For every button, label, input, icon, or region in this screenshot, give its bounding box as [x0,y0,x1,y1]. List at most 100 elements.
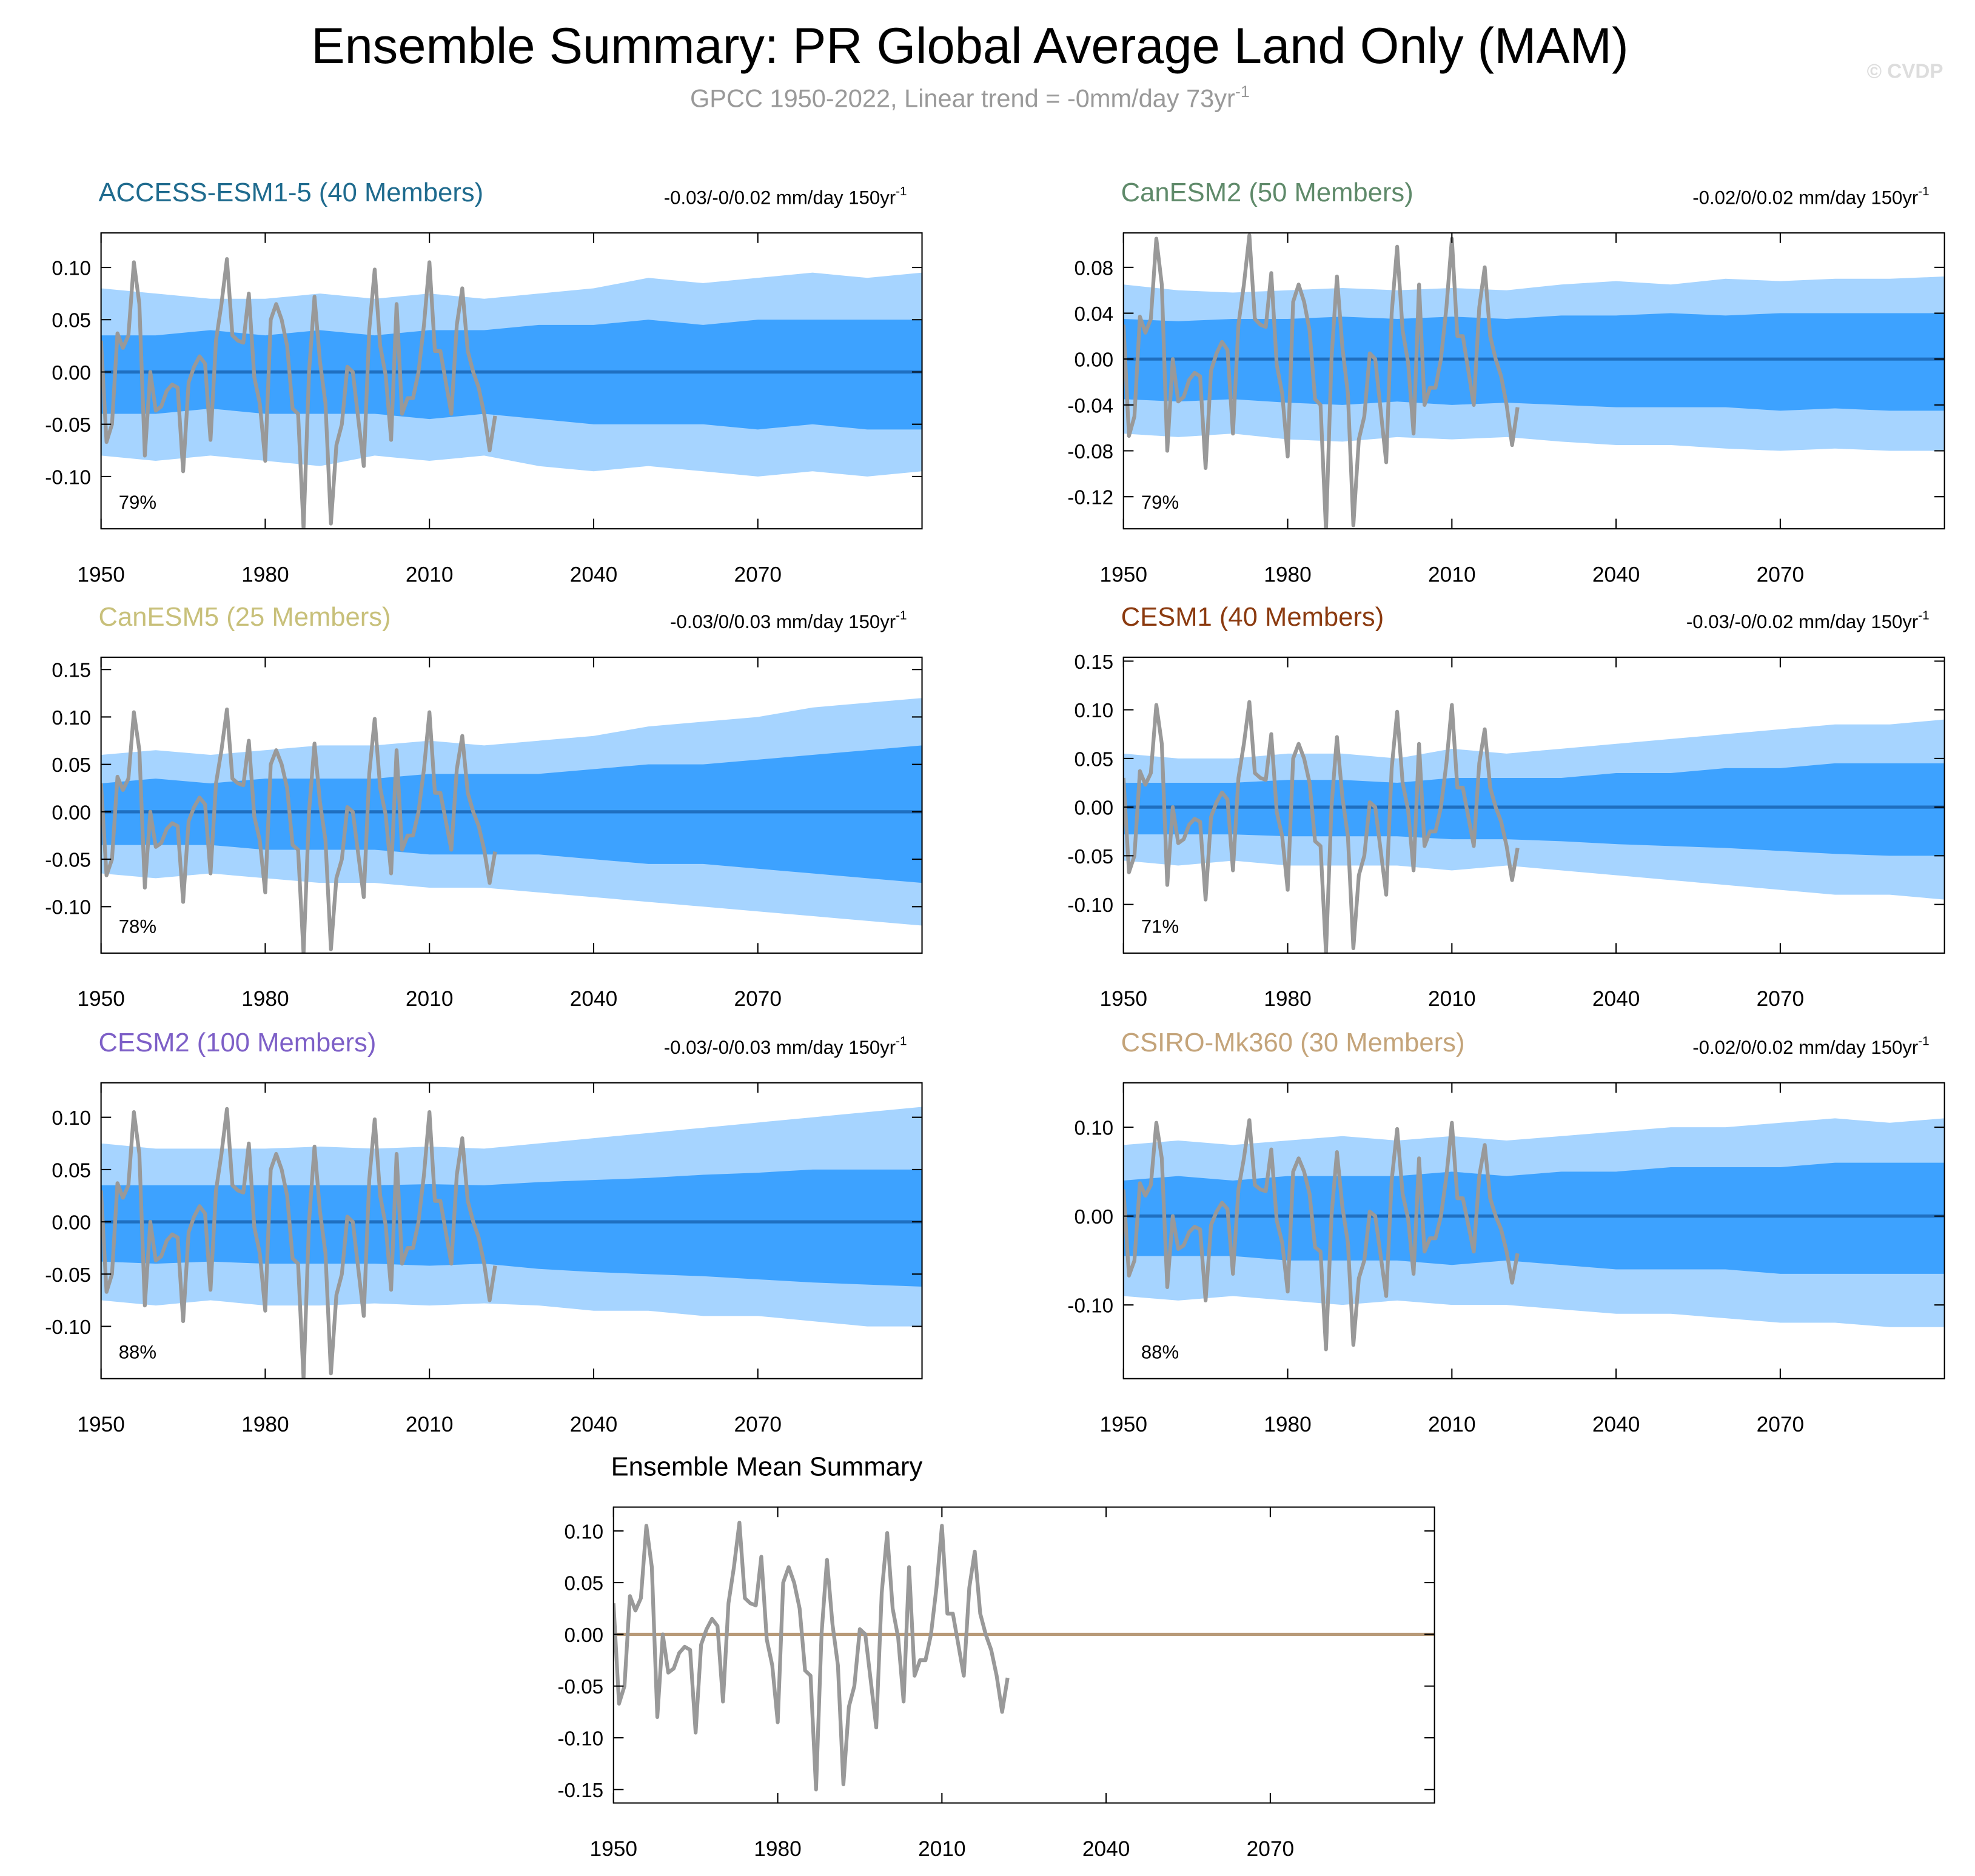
x-tick-label: 1980 [241,1413,289,1436]
x-tick-label: 2040 [570,1413,618,1436]
y-tick-label: 0.05 [52,1159,91,1182]
panel-title: Ensemble Mean Summary [611,1453,923,1482]
y-tick-label: 0.00 [1074,349,1113,372]
y-tick-label: 0.05 [1074,748,1113,771]
x-tick-label: 1980 [754,1837,802,1861]
panel-title: CanESM2 (50 Members) [1121,178,1413,207]
y-tick-label: 0.00 [52,362,91,384]
y-tick-label: -0.10 [1067,1295,1113,1318]
plot-frame [100,1082,923,1379]
x-tick-label: 1950 [77,563,125,586]
observed-line [1123,1118,1520,1352]
plot-frame [100,232,923,530]
x-tick-label: 2040 [570,563,618,586]
panel-trend: -0.02/0/0.02 mm/day 150yr-1 [1692,184,1929,209]
y-tick-label: 0.15 [1074,651,1113,674]
x-tick-label: 2010 [918,1837,966,1861]
x-tick-label: 1950 [77,1413,125,1436]
trend-superscript: -1 [1918,1034,1929,1048]
x-tick-label: 2010 [406,1413,454,1436]
y-tick-label: -0.08 [1067,441,1113,463]
y-tick-label: 0.00 [1074,797,1113,820]
panel-title: CSIRO-Mk360 (30 Members) [1121,1028,1465,1057]
trend-superscript: -1 [896,184,907,198]
y-tick-label: -0.10 [45,897,91,919]
observed-line [1123,700,1520,953]
y-tick-label: 0.15 [52,660,91,682]
y-tick-label: 0.10 [565,1521,604,1543]
y-tick-label: -0.10 [1067,894,1113,917]
y-tick-label: 0.00 [52,802,91,824]
panel-trend: -0.03/0/0.03 mm/day 150yr-1 [670,609,907,633]
observed-line [101,257,497,529]
y-tick-label: 0.10 [52,258,91,280]
y-tick-label: 0.10 [52,1107,91,1130]
y-tick-label: 0.08 [1074,257,1113,280]
panel: 0.15 0.10 0.05 0.00 -0.05 -0.10 1950 1980 2010 20… [1067,603,1945,1011]
panel: 0.15 0.10 0.05 0.00 -0.05 -0.10 1950 1980 2010 20… [45,603,923,1011]
trend-text: -0.03/0/0.03 mm/day 150yr [670,611,896,632]
y-tick-label: 0.00 [1074,1206,1113,1228]
trend-text: -0.03/-0/0.02 mm/day 150yr [1686,611,1918,632]
x-tick-label: 1950 [77,987,125,1011]
panel-trend: -0.03/-0/0.02 mm/day 150yr-1 [1686,609,1930,633]
trend-superscript: -1 [896,609,907,623]
subtitle-text: GPCC 1950-2022, Linear trend = -0mm/day … [690,84,1235,113]
subtitle-superscript: -1 [1235,82,1250,101]
y-tick-label: -0.10 [557,1728,603,1750]
trend-superscript: -1 [1918,184,1929,198]
plot-frame [100,656,923,954]
x-tick-label: 2040 [1592,1413,1640,1436]
trend-text: -0.03/-0/0.02 mm/day 150yr [664,187,896,208]
x-tick-label: 2040 [1592,563,1640,586]
x-tick-label: 2040 [1592,987,1640,1011]
watermark: © CVDP [1867,61,1943,83]
panel-percent: 88% [119,1342,156,1363]
x-tick-label: 1950 [1099,563,1147,586]
panel-percent: 71% [1141,916,1179,937]
plot-frame [1122,232,1945,530]
panel: 0.10 0.05 0.00 -0.05 -0.10 1950 1980 2010 2040 20… [45,1028,923,1436]
panel-title: CESM1 (40 Members) [1121,603,1384,632]
plot-frame [1122,656,1945,954]
panel: 0.10 0.05 0.00 -0.05 -0.10 1950 1980 2010 2040 20… [45,178,923,586]
y-tick-label: 0.04 [1074,303,1113,326]
panel: 0.10 0.00 -0.10 1950 1980 2010 2040 2070 CSIRO-M… [1067,1028,1945,1436]
panel: 0.10 0.05 0.00 -0.05 -0.10 -0.15 1950 1980 2010 2… [557,1453,1435,1861]
x-tick-label: 1950 [590,1837,638,1861]
x-tick-label: 2010 [406,563,454,586]
panel: 0.08 0.04 0.00 -0.04 -0.08 -0.12 1950 1980 2010 2… [1067,178,1945,586]
x-tick-label: 2010 [1428,987,1476,1011]
x-tick-label: 2070 [734,563,782,586]
x-tick-label: 2070 [1757,563,1805,586]
observed-line [101,707,497,953]
x-tick-label: 1980 [1264,987,1312,1011]
y-tick-label: -0.04 [1067,395,1113,417]
plot-frame [1122,1082,1945,1379]
y-tick-label: -0.05 [45,1264,91,1287]
x-tick-label: 2070 [1757,1413,1805,1436]
x-tick-label: 1980 [1264,1413,1312,1436]
y-tick-label: -0.05 [1067,846,1113,868]
y-tick-label: -0.12 [1067,487,1113,509]
plot-area [101,698,922,953]
plot-frame [612,1506,1435,1804]
panel-percent: 78% [119,916,156,937]
trend-text: -0.02/0/0.02 mm/day 150yr [1692,187,1918,208]
x-tick-label: 2070 [734,1413,782,1436]
spread-band [1123,313,1945,411]
x-tick-label: 2040 [1082,1837,1130,1861]
panel-trend: -0.03/-0/0.02 mm/day 150yr-1 [664,184,907,209]
y-tick-label: -0.05 [557,1676,603,1698]
y-tick-label: -0.05 [45,414,91,437]
panel-title: CESM2 (100 Members) [98,1028,376,1057]
y-tick-label: 0.05 [52,754,91,777]
trend-superscript: -1 [1918,609,1929,623]
x-tick-label: 2010 [1428,1413,1476,1436]
y-tick-label: -0.05 [45,849,91,872]
trend-text: -0.03/-0/0.03 mm/day 150yr [664,1037,896,1058]
x-tick-label: 1950 [1099,987,1147,1011]
y-tick-label: 0.00 [52,1212,91,1234]
panel-trend: -0.02/0/0.02 mm/day 150yr-1 [1692,1034,1929,1059]
